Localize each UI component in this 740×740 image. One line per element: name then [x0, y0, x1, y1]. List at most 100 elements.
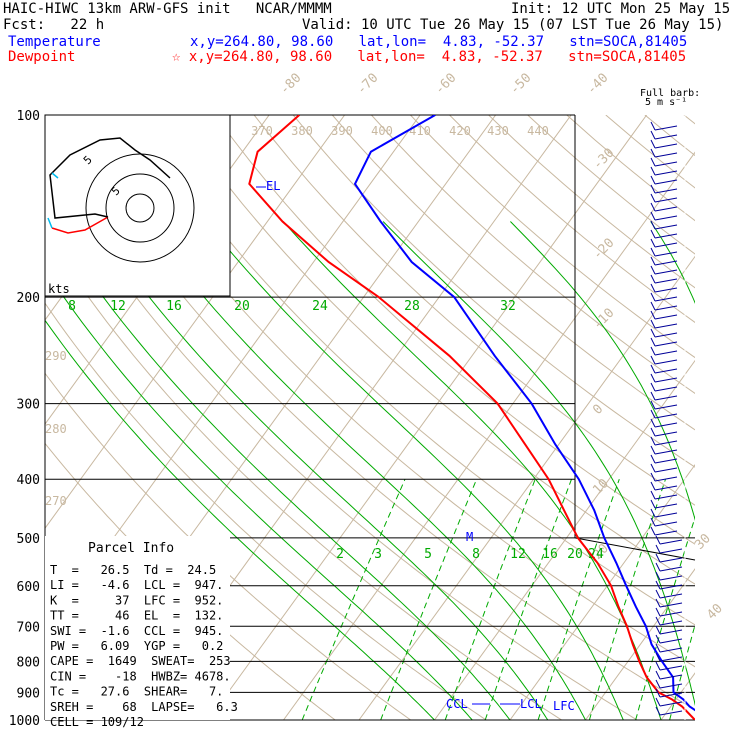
- sounding-profiles: [248, 115, 695, 720]
- wind-barb: [654, 350, 678, 356]
- wind-barb: [659, 620, 683, 626]
- temperature-station-info: x,y=264.80, 98.60 lat,lon= 4.83, -52.37 …: [190, 34, 688, 50]
- wind-barb-flag: [655, 634, 661, 644]
- wind-barb: [654, 458, 678, 464]
- isotherm-line: [434, 359, 695, 720]
- wind-barb: [654, 260, 678, 266]
- mixing-ratio-label: 12: [510, 547, 526, 562]
- mixing-ratio-label: 5: [424, 547, 432, 562]
- wind-barb: [654, 512, 678, 518]
- wind-barb-flag: [655, 598, 661, 608]
- wind-barb: [654, 386, 678, 392]
- parcel-info-row: CAPE = 1649 SWEAT= 253: [50, 654, 231, 668]
- wind-barb: [654, 152, 678, 158]
- right-axis-line: [574, 537, 696, 561]
- wind-barb: [654, 314, 678, 320]
- parcel-info-row: SWI = -1.6 CCL = 945.: [50, 624, 223, 638]
- wind-barb-flag: [650, 256, 656, 266]
- theta-label: 280: [45, 422, 67, 436]
- wind-barb-flag: [650, 490, 656, 500]
- wind-barb: [654, 431, 678, 437]
- wind-barb-flag: [650, 517, 656, 527]
- wind-barb: [654, 125, 678, 131]
- theta-label: 290: [45, 349, 67, 363]
- mixing-ratio-label: 3: [374, 547, 382, 562]
- wind-barb-flag: [650, 301, 656, 311]
- wind-barb: [654, 269, 678, 275]
- moist-adiabat-line: [205, 221, 624, 720]
- wind-barb: [659, 539, 683, 545]
- wind-barb: [654, 188, 678, 194]
- wind-barb: [654, 485, 678, 491]
- wind-barb: [654, 170, 678, 176]
- hodograph-trace-cyan: [47, 172, 59, 229]
- wind-barb: [654, 278, 678, 284]
- wind-barb: [654, 341, 678, 347]
- theta-label: 440: [527, 124, 549, 138]
- pressure-tick-label: 200: [17, 291, 40, 306]
- dry-adiabat-line: [45, 231, 562, 720]
- wind-barb-flag: [655, 661, 661, 671]
- wind-barb-flag: [655, 688, 661, 698]
- pressure-tick-label: 600: [17, 580, 40, 595]
- dewpoint-legend-label: Dewpoint: [8, 49, 76, 65]
- wind-barb: [654, 521, 678, 527]
- mixing-ratio-label: 28: [404, 299, 420, 314]
- isotherm-line: [585, 568, 695, 720]
- wind-barb-flag: [655, 643, 661, 653]
- wind-barb-flag: [655, 679, 661, 689]
- dry-adiabat-line: [253, 115, 695, 506]
- wind-barb-flag: [650, 211, 656, 221]
- wind-barb-flag: [650, 454, 656, 464]
- wind-barb: [654, 413, 678, 419]
- mixing-ratio-label: 12: [110, 299, 126, 314]
- wind-barb: [654, 404, 678, 410]
- isotherm-line: [509, 463, 695, 720]
- pressure-tick-label: 900: [17, 686, 40, 701]
- wind-barb: [659, 566, 683, 572]
- dry-adiabat-line: [45, 160, 638, 720]
- wind-barb: [654, 503, 678, 509]
- wind-barb: [659, 638, 683, 644]
- wind-barb: [654, 395, 678, 401]
- pressure-tick-label: 400: [17, 473, 40, 488]
- wind-barb: [659, 656, 683, 662]
- wind-barb-flag: [650, 355, 656, 365]
- wind-barb: [654, 197, 678, 203]
- wind-barb-flag: [650, 166, 656, 176]
- wind-barb-flag: [650, 175, 656, 185]
- theta-label: 270: [45, 494, 67, 508]
- wind-barb-flag: [650, 337, 656, 347]
- isotherm-line: [283, 151, 695, 720]
- dry-adiabat-line: [45, 302, 487, 720]
- hodograph-trace-black: [49, 137, 171, 219]
- wind-barb-flag: [650, 328, 656, 338]
- parcel-info-row: PW = 6.09 YGP = 0.2: [50, 639, 223, 653]
- level-markers: EL M CCL LCL LFC: [256, 179, 575, 713]
- wind-barb: [654, 368, 678, 374]
- wind-barb: [654, 377, 678, 383]
- barb-legend-line1: Full barb:: [640, 88, 700, 99]
- wind-barb-flag: [650, 265, 656, 275]
- wind-barb-flag: [655, 535, 661, 545]
- wind-barb: [659, 674, 683, 680]
- wind-barb: [654, 476, 678, 482]
- parcel-info-row: TT = 46 EL = 132.: [50, 609, 223, 623]
- wind-barb-flag: [650, 184, 656, 194]
- theta-label: 390: [331, 124, 353, 138]
- wind-barb: [654, 143, 678, 149]
- theta-label: 400: [371, 124, 393, 138]
- mixing-ratio-label: 20: [567, 547, 583, 562]
- wind-barb: [659, 602, 683, 608]
- wind-barb-flag: [650, 319, 656, 329]
- wind-barb-flag: [650, 427, 656, 437]
- mixing-ratio-label: 32: [500, 299, 516, 314]
- wind-barb: [659, 701, 683, 707]
- wind-barb-flag: [650, 310, 656, 320]
- wind-barb-flag: [650, 202, 656, 212]
- wind-barb-flag: [650, 508, 656, 518]
- wind-barb-flag: [650, 121, 656, 131]
- wind-barb: [659, 692, 683, 698]
- temperature-profile: [353, 115, 695, 712]
- wind-barb-flag: [650, 220, 656, 230]
